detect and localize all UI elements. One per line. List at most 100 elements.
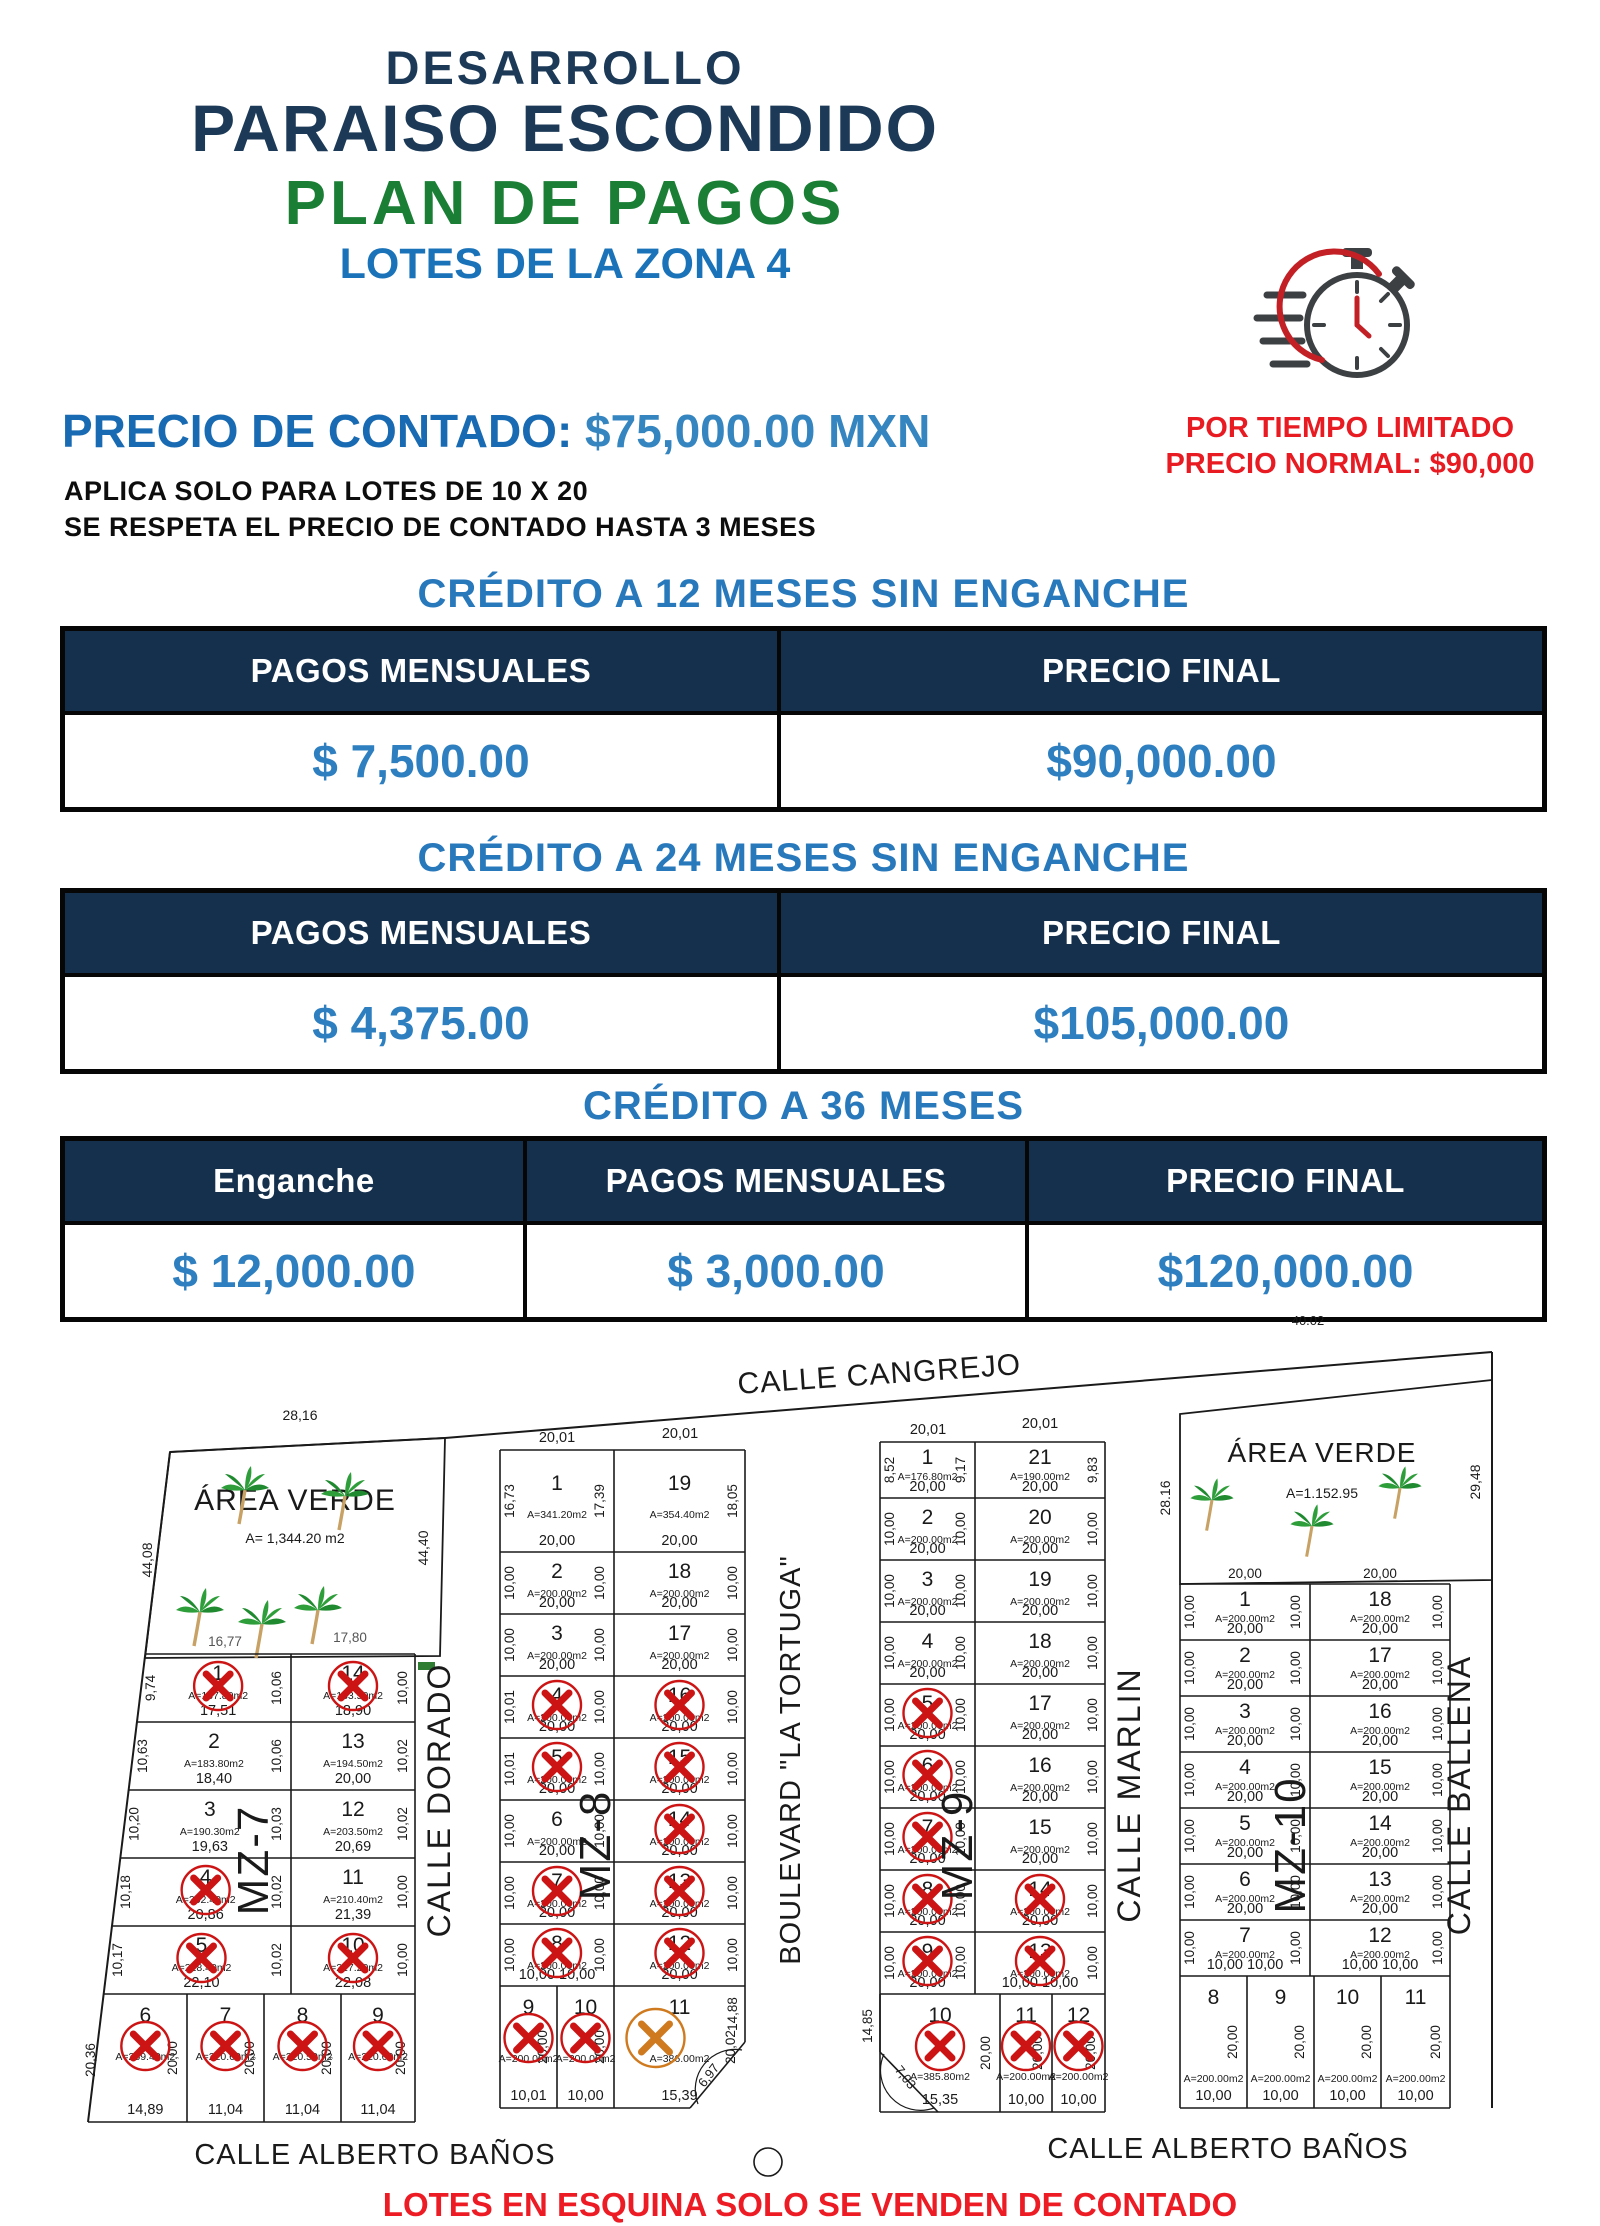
lot-area: A=200.00m2 bbox=[650, 1960, 710, 1972]
lot-width-dim: 10,00 bbox=[1262, 2088, 1298, 2104]
dim-label: 10,00 bbox=[592, 1628, 607, 1662]
lot-area: A=200.00m2 bbox=[1010, 1906, 1070, 1918]
dim-label: 10,00 bbox=[592, 1690, 607, 1724]
block-label: MZ-10 bbox=[1266, 1776, 1315, 1913]
lot-area: A=200.00m2 bbox=[1010, 1534, 1070, 1546]
lot-area: A=200.00m2 bbox=[1215, 1949, 1275, 1961]
dim-label: 10,00 bbox=[1288, 1763, 1303, 1797]
dim-label: 10,00 bbox=[395, 1671, 410, 1705]
lot-area: A=200.00m2 bbox=[527, 1712, 587, 1724]
lot-width-dim: 20,00 bbox=[539, 1781, 575, 1797]
column-header: Enganche bbox=[213, 1162, 375, 1199]
dim-label: 9,83 bbox=[1085, 1457, 1100, 1483]
dim-label: 10,00 bbox=[953, 1884, 968, 1918]
green-area-size: A= 1,344.20 m2 bbox=[245, 1530, 344, 1546]
lot-area: A=200.00m2 bbox=[898, 1658, 958, 1670]
lot-width-dim: 10,00 bbox=[1397, 2088, 1433, 2104]
column-header: PRECIO FINAL bbox=[776, 631, 1542, 711]
lot-width-dim: 20,00 bbox=[1022, 1789, 1058, 1805]
dim-label: 10,00 bbox=[1085, 1884, 1100, 1918]
lot-width-dim: 20,00 bbox=[1022, 1913, 1058, 1929]
title-plan-de-pagos: PLAN DE PAGOS bbox=[284, 169, 846, 238]
lot-area: A=200.00m2 bbox=[1010, 1782, 1070, 1794]
dim-label: 20,00 bbox=[1225, 2025, 1240, 2059]
lot-width-dim: 15,39 bbox=[661, 2088, 697, 2104]
lot-number: 1 bbox=[551, 1472, 563, 1495]
lot-width-dim: 20,00 bbox=[661, 1967, 697, 1983]
dim-label: 10,00 bbox=[1430, 1875, 1445, 1909]
dim-label: 20,01 bbox=[910, 1422, 946, 1438]
dim-label: 10,00 bbox=[882, 1884, 897, 1918]
dim-label: 10,00 bbox=[592, 1566, 607, 1600]
lot-number: 19 bbox=[1028, 1568, 1051, 1591]
lot-area: A=200.00m2 bbox=[1010, 1720, 1070, 1732]
lot-area: A=200.00m2 bbox=[1350, 1893, 1410, 1905]
lot-area: A=190.30m2 bbox=[180, 1826, 240, 1838]
lot-width-dim: 10,00 10,00 bbox=[519, 1967, 596, 1983]
lot-number: 12 bbox=[341, 1798, 364, 1821]
dim-label: 10,01 bbox=[502, 1690, 517, 1724]
dim-label: 10,02 bbox=[395, 1807, 410, 1841]
dim-label: 10,00 bbox=[953, 1512, 968, 1546]
lot-width-dim: 20,00 bbox=[1227, 1677, 1263, 1693]
dim-label: 10,00 bbox=[1430, 1931, 1445, 1965]
green-area-label: ÁREA VERDE bbox=[1228, 1437, 1417, 1468]
sold-x-icon bbox=[1000, 2020, 1052, 2072]
dim-label: 10,17 bbox=[110, 1943, 125, 1977]
table-value: $ 3,000.00 bbox=[522, 1225, 1025, 1317]
dim-label: 10,02 bbox=[269, 1875, 284, 1909]
dim-label: 10,00 bbox=[1288, 1707, 1303, 1741]
dim-label: 10,00 bbox=[592, 1938, 607, 1972]
lot-width-dim: 10,00 10,00 bbox=[1207, 1957, 1284, 1973]
lot-width-dim: 20,00 bbox=[661, 1533, 697, 1549]
lot-width-dim: 20,00 bbox=[661, 1657, 697, 1673]
lot-width-dim: 20,00 bbox=[539, 1657, 575, 1673]
lot-number: 13 bbox=[341, 1730, 364, 1753]
dim-label: 10,00 bbox=[395, 1943, 410, 1977]
dim-label: 10,00 bbox=[953, 1574, 968, 1608]
roundabout-circle bbox=[753, 2147, 783, 2177]
cash-price-label: PRECIO DE CONTADO: bbox=[62, 405, 573, 457]
lot-number: 7 bbox=[220, 2004, 232, 2027]
lot-area: A=200.00m2 bbox=[898, 1906, 958, 1918]
credit-24-table: PAGOS MENSUALES PRECIO FINAL $ 4,375.00 … bbox=[60, 888, 1547, 1074]
lot-area: A=200.00m2 bbox=[527, 1588, 587, 1600]
dim-label: 10,00 bbox=[1430, 1651, 1445, 1685]
dim-label: 20,00 bbox=[1428, 2025, 1443, 2059]
lot-number: 21 bbox=[1028, 1446, 1051, 1469]
lot-area: A=200.00m2 bbox=[898, 1844, 958, 1856]
lot-area: A=200.00m2 bbox=[1350, 1949, 1410, 1961]
lot-number: 14 bbox=[1368, 1812, 1392, 1835]
lot-area: A=200.00m2 bbox=[1010, 1844, 1070, 1856]
dim-label: 10,00 bbox=[1430, 1819, 1445, 1853]
dim-label: 10,00 bbox=[882, 1822, 897, 1856]
lot-number: 7 bbox=[1239, 1924, 1251, 1947]
lot-number: 5 bbox=[1239, 1812, 1251, 1835]
dim-label: 20,00 bbox=[1292, 2025, 1307, 2059]
dim-label: 10,00 bbox=[1288, 1931, 1303, 1965]
lot-width-dim: 20,00 bbox=[909, 1541, 945, 1557]
lot-number: 17 bbox=[1368, 1644, 1391, 1667]
dim-label: 20,00 bbox=[978, 2036, 993, 2070]
dim-label: 16,77 bbox=[208, 1634, 242, 1649]
dim-label: 18,05 bbox=[725, 1484, 740, 1518]
dim-label: 10,00 bbox=[1430, 1707, 1445, 1741]
lot-width-dim: 20,00 bbox=[909, 1913, 945, 1929]
lot-area: A=200.00m2 bbox=[898, 1534, 958, 1546]
map-line bbox=[444, 1351, 1493, 1439]
lot-width-dim: 20,00 bbox=[909, 1603, 945, 1619]
lot-number: 11 bbox=[342, 1866, 364, 1889]
lot-number: 10 bbox=[1336, 1986, 1359, 2009]
lot-number: 5 bbox=[196, 1934, 208, 1957]
palm-tree-icon bbox=[321, 1472, 369, 1531]
lot-number: 18 bbox=[1028, 1630, 1051, 1653]
lot-area: A=220.50m2 bbox=[273, 2051, 333, 2063]
lot-number: 20 bbox=[1028, 1506, 1051, 1529]
lot-width-dim: 20,00 bbox=[909, 1975, 945, 1991]
column-header: PAGOS MENSUALES bbox=[250, 652, 592, 689]
lot-area: A=190.00m2 bbox=[1010, 1471, 1070, 1483]
dim-label: 14,88 bbox=[725, 1997, 740, 2031]
corner-lot-x-icon bbox=[625, 2007, 686, 2069]
lot-area: A=200.00m2 bbox=[527, 1960, 587, 1972]
lot-number: 10 bbox=[574, 1996, 597, 2019]
